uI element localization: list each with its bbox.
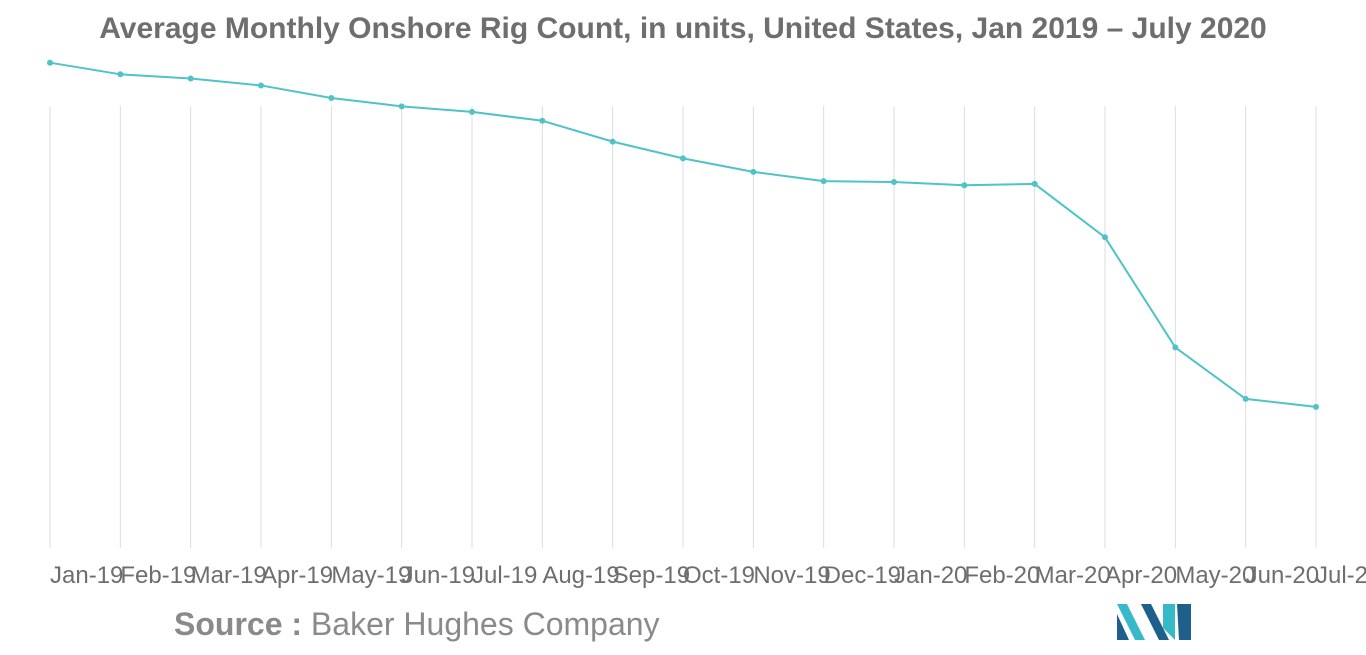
x-tick-label: Jun-19 (402, 562, 475, 589)
data-point-Jun-19 (398, 103, 405, 110)
x-tick-label: Apr-20 (1105, 562, 1177, 589)
logo-shape-4 (1163, 604, 1175, 640)
data-point-Jun-20 (1242, 395, 1249, 402)
source-value: Baker Hughes Company (310, 606, 660, 642)
data-point-May-20 (1172, 344, 1179, 351)
logo-shape-1 (1117, 604, 1145, 640)
x-tick-label: Oct-19 (683, 562, 755, 589)
data-point-Jan-19 (47, 59, 53, 66)
data-point-Jan-20 (891, 179, 897, 186)
x-tick-label: Aug-19 (542, 562, 619, 589)
data-point-Apr-20 (1102, 234, 1108, 241)
x-tick-label: Mar-19 (191, 562, 267, 589)
x-tick-label: Jul-19 (472, 562, 537, 589)
x-tick-label: Dec-19 (824, 562, 901, 589)
line-chart: Jan-19Feb-19Mar-19Apr-19May-19Jun-19Jul-… (47, 59, 1366, 589)
x-tick-label: Jan-20 (894, 562, 967, 589)
data-point-Mar-20 (1031, 180, 1038, 187)
x-tick-label: Mar-20 (1035, 562, 1111, 589)
logo-shape-2 (1117, 614, 1129, 640)
data-point-Aug-19 (539, 117, 546, 124)
data-point-Feb-19 (117, 71, 124, 78)
x-tick-label: Jan-19 (50, 562, 123, 589)
data-point-Oct-19 (680, 155, 686, 162)
data-point-Mar-19 (187, 75, 194, 82)
data-point-Sep-19 (609, 138, 616, 145)
mordor-intelligence-logo-icon (1117, 604, 1191, 640)
data-point-Nov-19 (750, 168, 757, 175)
grid-lines (49, 106, 1317, 548)
x-tick-label: May-19 (331, 562, 411, 589)
data-point-Jul-20 (1313, 403, 1319, 410)
x-tick-label: Nov-19 (753, 562, 830, 589)
x-tick-label: Sep-19 (613, 562, 690, 589)
data-point-Apr-19 (258, 82, 264, 89)
x-tick-label: Apr-19 (261, 562, 333, 589)
logo-shape-5 (1177, 604, 1191, 640)
x-tick-label: May-20 (1175, 562, 1255, 589)
source-note: Source : Baker Hughes Company (174, 606, 660, 643)
data-point-May-19 (328, 94, 335, 101)
x-tick-label: Jun-20 (1246, 562, 1319, 589)
data-point-Jul-19 (469, 108, 475, 115)
logo-shape-3 (1141, 604, 1169, 640)
data-points (47, 59, 1319, 410)
x-tick-label: Feb-20 (964, 562, 1040, 589)
source-label: Source : (174, 606, 303, 642)
chart-title: Average Monthly Onshore Rig Count, in un… (99, 12, 1267, 45)
data-point-Feb-20 (961, 182, 968, 189)
x-tick-label: Jul-20 (1316, 562, 1366, 589)
x-tick-label: Feb-19 (120, 562, 196, 589)
x-axis-tick-labels: Jan-19Feb-19Mar-19Apr-19May-19Jun-19Jul-… (50, 562, 1366, 589)
data-point-Dec-19 (820, 178, 827, 185)
